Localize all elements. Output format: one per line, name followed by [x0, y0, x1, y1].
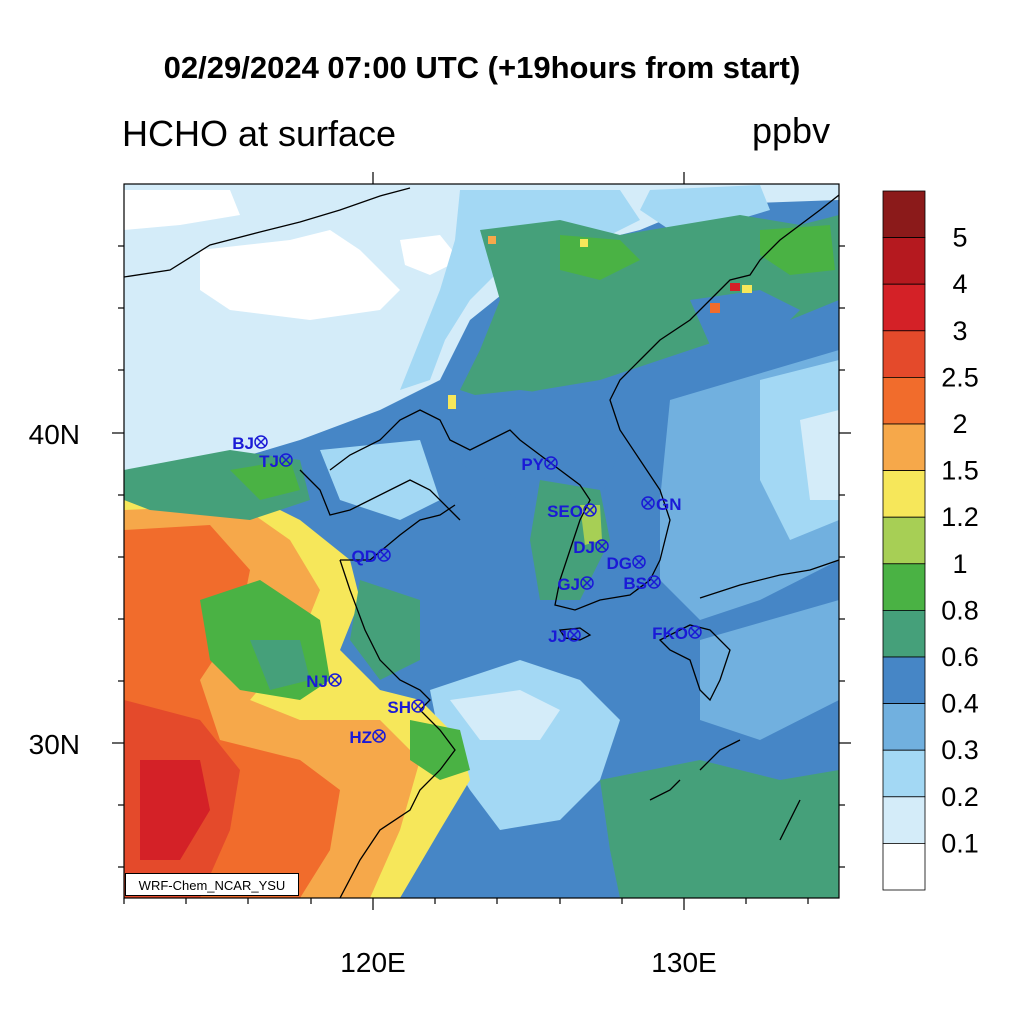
station-seo: SEO — [547, 502, 597, 521]
colorbar-label: 0.2 — [941, 782, 979, 812]
colorbar-swatch — [882, 376, 926, 425]
colorbar-swatch — [882, 796, 926, 844]
colorbar-label: 4 — [952, 269, 967, 299]
station-gj: GJ — [557, 575, 594, 594]
colorbar-label: 2.5 — [941, 362, 979, 392]
station-label-sh: SH — [387, 698, 411, 717]
station-hz: HZ — [349, 728, 386, 747]
colorbar-label: 1.2 — [941, 502, 979, 532]
lat-label-40n: 40N — [29, 419, 80, 450]
station-label-qd: QD — [352, 547, 378, 566]
station-label-bj: BJ — [232, 434, 254, 453]
stations: BJ TJ QD PY SEO GN DJ DG GJ BS JJ FKO NJ… — [232, 434, 702, 747]
colorbar-swatch — [882, 423, 926, 471]
station-qd: QD — [352, 547, 391, 566]
colorbar-swatch — [882, 330, 926, 378]
colorbar-swatch — [882, 470, 926, 518]
colorbar-swatch — [882, 610, 926, 658]
station-label-seo: SEO — [547, 502, 583, 521]
colorbar-label: 1 — [952, 549, 967, 579]
station-dj: DJ — [573, 538, 609, 557]
station-fko: FKO — [652, 624, 702, 643]
colorbar-label: 3 — [952, 316, 967, 346]
coastlines — [124, 187, 839, 898]
lon-label-130e: 130E — [651, 947, 716, 978]
station-label-tj: TJ — [259, 452, 279, 471]
station-label-gn: GN — [656, 495, 682, 514]
station-bj: BJ — [232, 434, 268, 453]
variable-title: HCHO at surface — [122, 113, 397, 154]
station-label-fko: FKO — [652, 624, 688, 643]
colorbar-swatch — [882, 656, 926, 704]
station-dg: DG — [607, 554, 646, 573]
station-label-dg: DG — [607, 554, 633, 573]
station-label-py: PY — [521, 455, 544, 474]
colorbar-label: 0.4 — [941, 689, 979, 719]
station-sh: SH — [387, 698, 425, 717]
station-label-dj: DJ — [573, 538, 595, 557]
station-label-gj: GJ — [557, 575, 580, 594]
map-frame — [123, 183, 840, 899]
station-py: PY — [521, 455, 558, 474]
map-title: 02/29/2024 07:00 UTC (+19hours from star… — [163, 50, 801, 85]
colorbar: 5 4 3 2.5 2 1.5 1.2 1 0.8 0.6 0.4 0.3 0.2 0.1 — [882, 190, 979, 891]
station-jj: JJ — [548, 627, 581, 646]
colorbar-label: 0.1 — [941, 828, 979, 858]
colorbar-swatch — [882, 843, 926, 891]
station-tj: TJ — [259, 452, 293, 471]
axis-ticks — [112, 172, 851, 910]
colorbar-label: 1.5 — [941, 456, 979, 486]
station-label-hz: HZ — [349, 728, 372, 747]
lat-label-30n: 30N — [29, 729, 80, 760]
colorbar-label: 0.3 — [941, 735, 979, 765]
hcho-field — [124, 184, 839, 898]
lon-label-120e: 120E — [340, 947, 405, 978]
colorbar-label: 0.8 — [941, 595, 979, 625]
colorbar-label: 0.6 — [941, 642, 979, 672]
colorbar-swatch — [882, 703, 926, 751]
station-bs: BS — [623, 574, 661, 593]
colorbar-swatch — [882, 190, 926, 238]
station-label-bs: BS — [623, 574, 647, 593]
colorbar-label: 5 — [952, 223, 967, 253]
colorbar-swatch — [882, 237, 926, 285]
colorbar-label: 2 — [952, 409, 967, 439]
station-gn: GN — [641, 495, 682, 514]
model-credit: WRF-Chem_NCAR_YSU — [125, 873, 299, 896]
colorbar-swatch — [882, 563, 926, 611]
station-nj: NJ — [306, 672, 342, 691]
colorbar-swatch — [882, 283, 926, 332]
colorbar-swatch — [882, 516, 926, 565]
units-title: ppbv — [752, 110, 831, 151]
station-label-nj: NJ — [306, 672, 328, 691]
station-label-jj: JJ — [548, 627, 567, 646]
colorbar-swatch — [882, 749, 926, 798]
